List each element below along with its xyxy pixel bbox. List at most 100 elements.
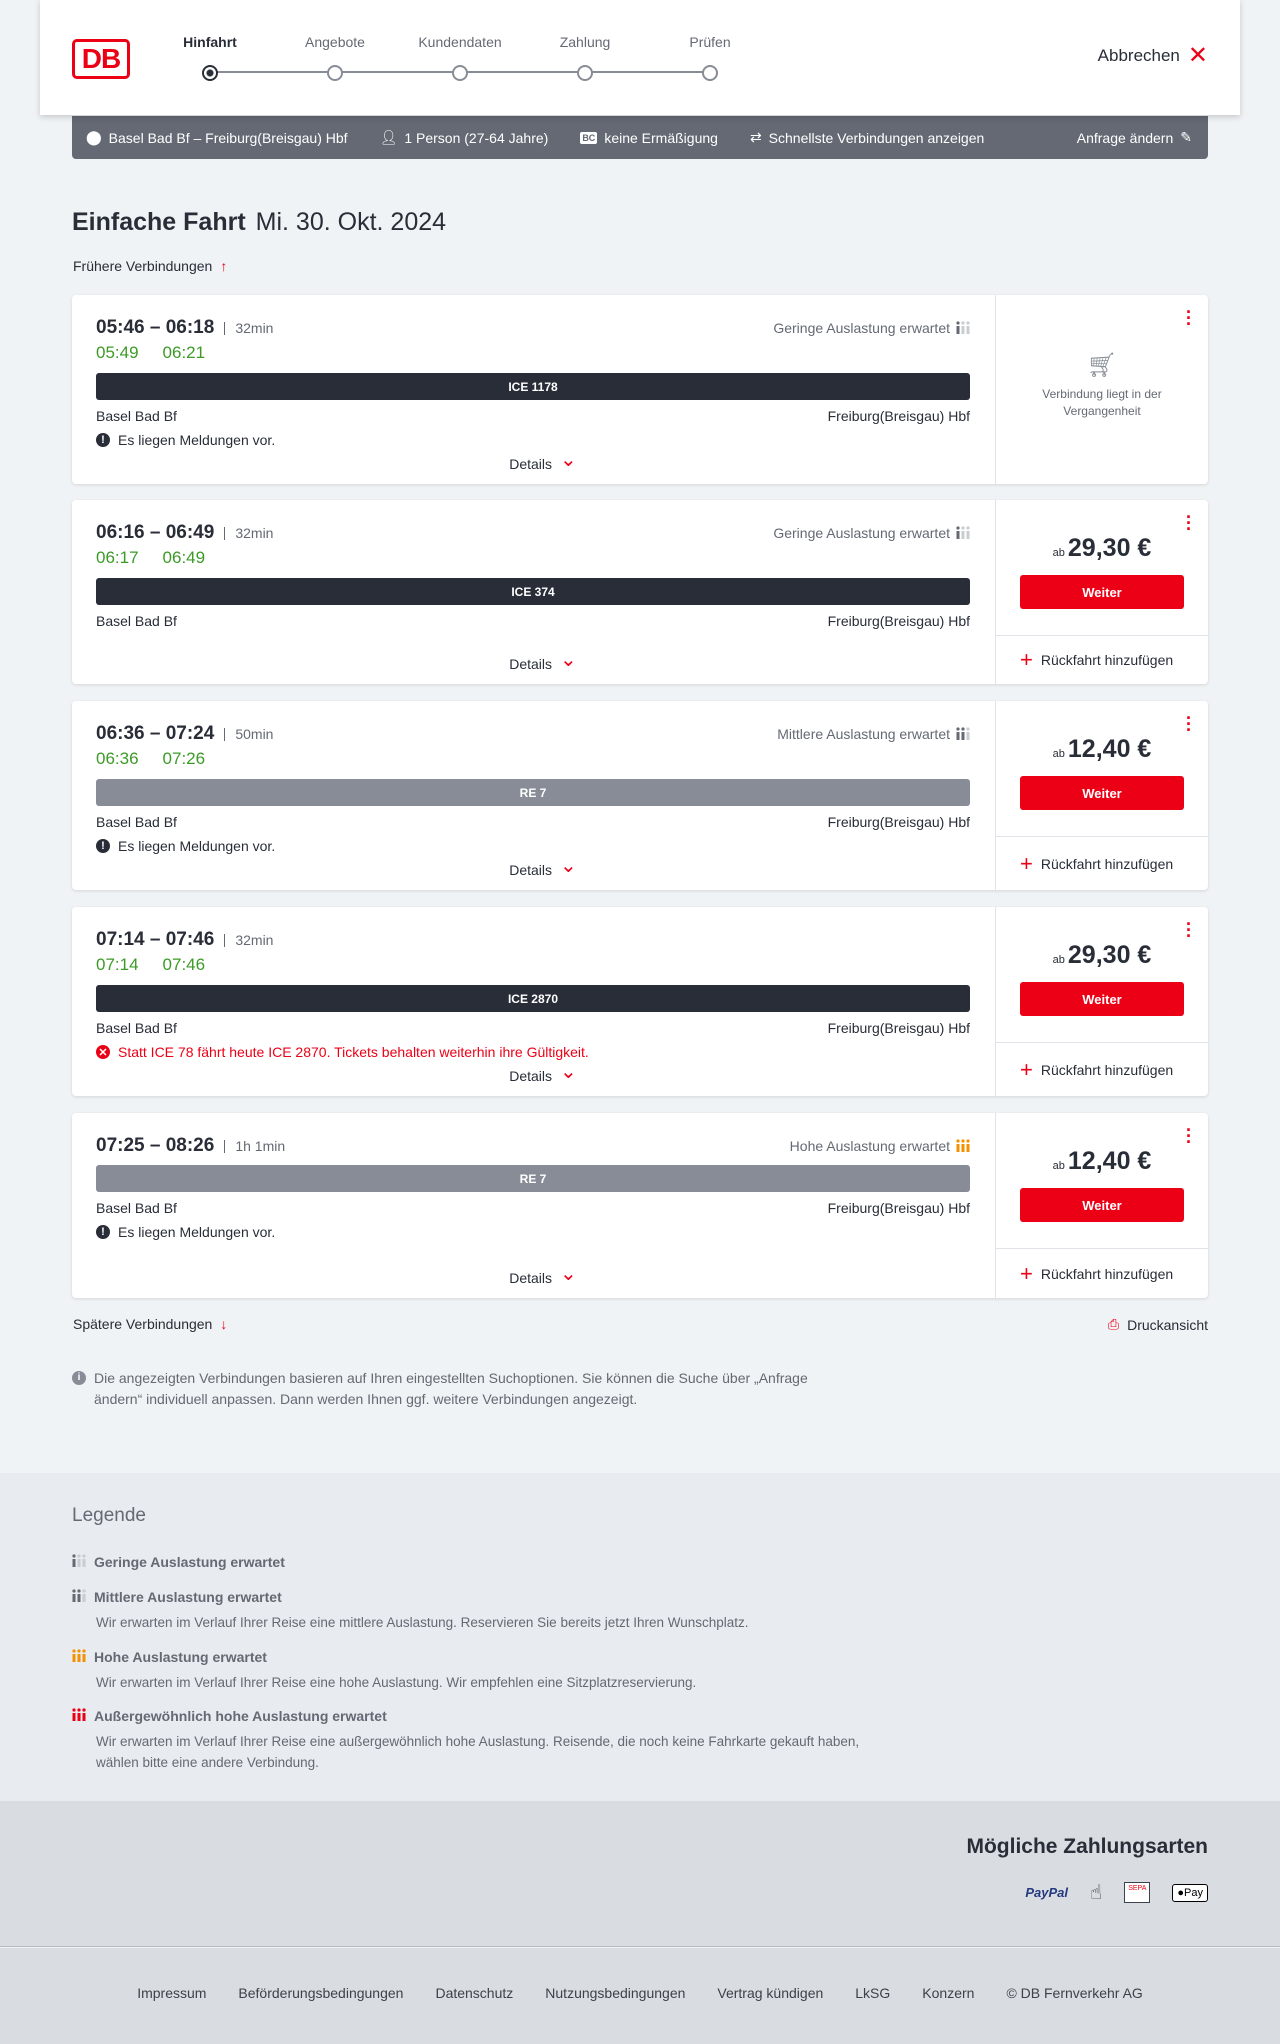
legend-item-description: Wir erwarten im Verlauf Ihrer Reise eine… — [96, 1615, 749, 1630]
footer-link[interactable]: Nutzungsbedingungen — [545, 1985, 686, 2001]
print-view-link[interactable]: ⎙ Druckansicht — [1108, 1316, 1208, 1333]
footer-link[interactable]: LkSG — [855, 1985, 891, 2001]
add-return-trip-button[interactable]: + Rückfahrt hinzufügen — [996, 1043, 1208, 1096]
add-return-trip-button[interactable]: + Rückfahrt hinzufügen — [996, 1249, 1208, 1298]
earlier-connections-link[interactable]: Frühere Verbindungen ↑ — [73, 258, 227, 274]
footer-link[interactable]: Datenschutz — [435, 1985, 514, 2001]
more-options-icon[interactable]: · · · — [1186, 914, 1192, 946]
exclamation-circle-icon: ! — [96, 839, 110, 853]
add-return-trip-button[interactable]: + Rückfahrt hinzufügen — [996, 837, 1208, 890]
realtime-arrival: 07:46 — [162, 955, 206, 974]
continue-button[interactable]: Weiter — [1020, 1188, 1184, 1222]
trip-type: Einfache Fahrt — [72, 208, 246, 236]
step-hinfahrt[interactable]: Hinfahrt — [150, 34, 270, 81]
apple-pay-icon: ●Pay — [1172, 1883, 1208, 1902]
details-toggle[interactable]: Details ⌄ — [489, 1062, 577, 1084]
db-logo[interactable]: DB — [72, 39, 130, 79]
step-indicator — [202, 65, 218, 81]
occupancy-info: Geringe Auslastung erwartet — [773, 525, 970, 542]
more-options-icon[interactable]: · · · — [1186, 1120, 1192, 1152]
legend-item-label: Geringe Auslastung erwartet — [94, 1553, 285, 1570]
price-box: ab 12,40 € Weiter — [996, 1113, 1208, 1249]
destination-station: Freiburg(Breisgau) Hbf — [827, 1020, 970, 1036]
occupancy-label: Geringe Auslastung erwartet — [773, 525, 950, 541]
price: ab 29,30 € — [996, 941, 1208, 970]
planned-times: 06:36 – 07:24 — [96, 723, 215, 744]
edit-search-button[interactable]: Anfrage ändern ✎ — [1077, 129, 1192, 146]
step-zahlung[interactable]: Zahlung — [525, 34, 645, 81]
step-kundendaten[interactable]: Kundendaten — [400, 34, 520, 81]
step-indicator — [702, 65, 718, 81]
step-prüfen[interactable]: Prüfen — [650, 34, 770, 81]
legend-item: Mittlere Auslastung erwartet Wir erwarten… — [72, 1588, 872, 1633]
location-pin-icon: ⬤ — [86, 129, 102, 145]
legend-item-heading: Hohe Auslastung erwartet — [72, 1648, 872, 1665]
credit-card-hand-icon: ☝︎ — [1090, 1882, 1103, 1904]
legend-item: Geringe Auslastung erwartet — [72, 1553, 872, 1570]
more-options-icon[interactable]: · · · — [1186, 708, 1192, 740]
message-text: Statt ICE 78 fährt heute ICE 2870. Ticke… — [118, 1044, 589, 1060]
realtime-times: 05:49 06:21 — [96, 343, 970, 367]
train-bar[interactable]: RE 7 — [96, 779, 970, 806]
destination-station: Freiburg(Breisgau) Hbf — [827, 408, 970, 424]
train-bar[interactable]: RE 7 — [96, 1165, 970, 1192]
later-connections-link[interactable]: Spätere Verbindungen ↓ — [73, 1316, 227, 1332]
add-return-trip-button[interactable]: + Rückfahrt hinzufügen — [996, 636, 1208, 684]
train-bar[interactable]: ICE 1178 — [96, 373, 970, 400]
exclamation-circle-icon: ! — [96, 1225, 110, 1239]
footer-link[interactable]: Konzern — [922, 1985, 975, 2001]
edit-search-label: Anfrage ändern — [1076, 129, 1174, 146]
price-value: 29,30 € — [1067, 941, 1152, 969]
occupancy-extreme-icon — [72, 1707, 86, 1724]
realtime-arrival: 07:26 — [162, 749, 206, 768]
paypal-icon: PayPal — [1025, 1885, 1069, 1900]
person-icon: 👤︎ — [379, 129, 398, 145]
payment-section: Mögliche Zahlungsarten PayPal ☝︎ SEPA ●P… — [0, 1801, 1280, 1947]
price-panel: · · · ab 12,40 € Weiter + Rückfahrt hinzufügen — [995, 701, 1208, 890]
chevron-down-icon: ⌄ — [560, 649, 577, 671]
payment-title: Mögliche Zahlungsarten — [966, 1835, 1208, 1858]
more-options-icon[interactable]: · · · — [1186, 302, 1192, 334]
plus-icon: + — [1020, 850, 1033, 876]
earlier-label: Frühere Verbindungen — [73, 258, 213, 274]
footer-link[interactable]: Vertrag kündigen — [717, 1985, 824, 2001]
origin-station: Basel Bad Bf — [96, 814, 177, 830]
legend-item-heading: Geringe Auslastung erwartet — [72, 1553, 872, 1570]
swap-arrows-icon: ⇄ — [749, 129, 762, 145]
occupancy-medium-icon — [72, 1588, 86, 1605]
realtime-departure: 06:36 — [96, 749, 139, 768]
plus-icon: + — [1020, 1056, 1033, 1082]
details-toggle[interactable]: Details ⌄ — [489, 649, 577, 672]
step-label: Zahlung — [559, 34, 611, 50]
stations: Basel Bad Bf Freiburg(Breisgau) Hbf — [96, 613, 970, 629]
legend-item: Hohe Auslastung erwartet Wir erwarten im … — [72, 1648, 872, 1693]
continue-button[interactable]: Weiter — [1020, 575, 1184, 609]
details-toggle[interactable]: Details ⌄ — [489, 450, 577, 472]
continue-button[interactable]: Weiter — [1020, 776, 1184, 810]
occupancy-high-icon — [72, 1648, 86, 1665]
realtime-times: 06:17 06:49 — [96, 548, 970, 572]
realtime-departure: 05:49 — [96, 343, 139, 362]
connection-info: 05:46 – 06:18 32min Geringe Auslastung erw… — [72, 295, 995, 484]
info-icon: i — [72, 1371, 86, 1385]
train-bar[interactable]: ICE 2870 — [96, 985, 970, 1012]
details-toggle[interactable]: Details ⌄ — [489, 1264, 577, 1286]
train-bar[interactable]: ICE 374 — [96, 578, 970, 605]
occupancy-label: Geringe Auslastung erwartet — [773, 320, 950, 336]
footer-link: © DB Fernverkehr AG — [1006, 1985, 1143, 2001]
continue-button[interactable]: Weiter — [1020, 982, 1184, 1016]
footer-link[interactable]: Impressum — [137, 1985, 207, 2001]
step-angebote[interactable]: Angebote — [275, 34, 395, 81]
occupancy-high-icon — [956, 1138, 970, 1155]
legend-item-description: Wir erwarten im Verlauf Ihrer Reise eine… — [96, 1675, 697, 1690]
message-text: Es liegen Meldungen vor. — [118, 838, 276, 854]
details-toggle[interactable]: Details ⌄ — [489, 856, 577, 878]
connection-card: 06:16 – 06:49 32min Geringe Auslastung erw… — [72, 500, 1208, 684]
footer-link[interactable]: Beförderungsbedingungen — [238, 1985, 404, 2001]
planned-times: 06:16 – 06:49 — [96, 522, 215, 543]
cancel-button[interactable]: Abbrechen ✕ — [1098, 44, 1208, 68]
more-options-icon[interactable]: · · · — [1186, 507, 1192, 539]
details-label: Details — [509, 1068, 553, 1084]
connection-message: ! Es liegen Meldungen vor. — [96, 838, 970, 854]
origin-station: Basel Bad Bf — [96, 1200, 177, 1216]
